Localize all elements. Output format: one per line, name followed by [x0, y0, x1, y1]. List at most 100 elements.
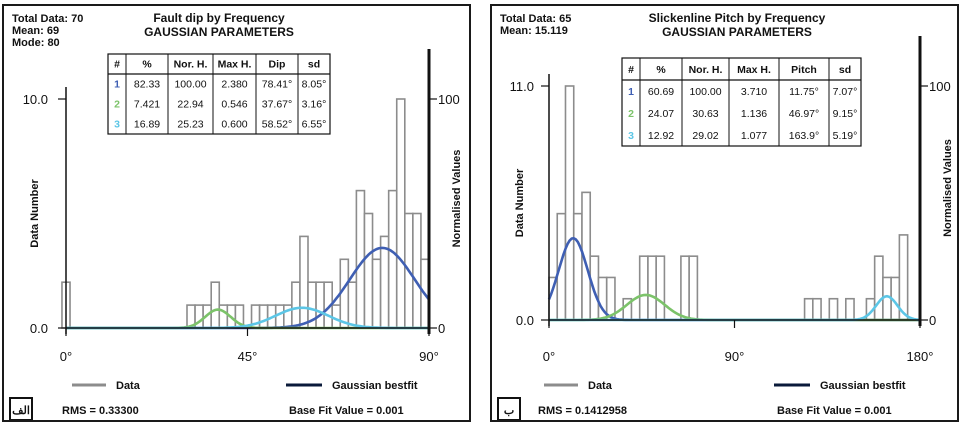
base-fit-text: Base Fit Value = 0.001	[289, 405, 404, 417]
table-header-cell: Nor. H.	[689, 64, 723, 76]
table-cell: 25.23	[177, 119, 203, 131]
y2-tick-label: 0	[438, 321, 445, 336]
table-header-cell: %	[656, 64, 666, 76]
histogram-bar	[844, 297, 855, 321]
x-tick-label: 90°	[419, 349, 439, 364]
table-header-cell: #	[628, 64, 634, 76]
table-cell: 0.600	[221, 119, 247, 131]
x-tick-label: 0°	[60, 349, 72, 364]
table-cell: 3.16°	[302, 99, 327, 111]
panel-label: الف	[12, 405, 30, 417]
table-cell: 46.97°	[789, 108, 819, 120]
table-cell: 24.07	[648, 108, 674, 120]
chart-subtitle: GAUSSIAN PARAMETERS	[662, 25, 812, 39]
table-header-cell: Max H.	[737, 64, 771, 76]
histogram-bar	[218, 304, 229, 329]
table-cell: 8.05°	[302, 79, 327, 91]
histogram-bar	[395, 98, 406, 329]
chart-subtitle: GAUSSIAN PARAMETERS	[144, 25, 294, 39]
base-fit-text: Base Fit Value = 0.001	[777, 405, 892, 417]
histogram-bar	[873, 255, 884, 321]
table-cell: 5.19°	[833, 130, 858, 142]
legend-data-label: Data	[588, 380, 613, 392]
table-cell: 9.15°	[833, 108, 858, 120]
legend-data-label: Data	[116, 380, 141, 392]
table-cell: 1	[114, 79, 120, 91]
histogram-bar	[655, 255, 666, 321]
table-cell: 78.41°	[262, 79, 292, 91]
y2-tick-label: 0	[929, 313, 936, 328]
stats-line: Mean: 15.119	[500, 25, 568, 37]
histogram-bar	[347, 281, 358, 329]
panel-fault-dip: Total Data: 70 Mean: 69 Mode: 80 Fault dip …	[2, 4, 471, 422]
parameters-table	[107, 53, 331, 135]
table-cell: 1.077	[741, 130, 767, 142]
table-cell: 163.9°	[789, 130, 819, 142]
histogram-bar	[828, 297, 839, 321]
table-header-cell: %	[142, 59, 152, 71]
histogram-bar	[688, 255, 699, 321]
histogram-bar	[387, 189, 398, 329]
stats-line: Total Data: 65	[500, 13, 571, 25]
table-cell: 11.75°	[789, 86, 819, 98]
panel-label-box	[9, 397, 33, 420]
histogram-bar	[898, 234, 909, 321]
table-header-cell: Nor. H.	[174, 59, 208, 71]
table-header-cell: sd	[308, 59, 320, 71]
table-cell: 100.00	[689, 86, 721, 98]
chart-title: Fault dip by Frequency	[153, 11, 285, 25]
histogram-bar	[291, 281, 301, 329]
table-cell: 6.55°	[302, 119, 327, 131]
rms-text: RMS = 0.33300	[62, 405, 139, 417]
chart-title: Slickenline Pitch by Frequency	[649, 11, 826, 25]
table-header-cell: Dip	[269, 59, 286, 71]
y2-axis-label: Normalised Values	[942, 139, 954, 237]
y-axis-label: Data Number	[29, 179, 41, 248]
panel-label-box	[497, 397, 521, 420]
histogram-bar	[371, 258, 382, 329]
table-cell: 58.52°	[262, 119, 292, 131]
table-header-cell: Pitch	[791, 64, 817, 76]
table-header-cell: sd	[839, 64, 851, 76]
table-cell: 2.380	[221, 79, 247, 91]
table-cell: 0.546	[221, 99, 247, 111]
x-tick-label: 90°	[725, 349, 745, 364]
table-header-cell: #	[114, 59, 120, 71]
histogram-bar	[647, 255, 657, 321]
histogram-bar	[331, 304, 342, 329]
table-cell: 60.69	[648, 86, 674, 98]
histogram-bar	[258, 304, 269, 329]
table-cell: 7.07°	[833, 86, 858, 98]
table-cell: 2	[114, 99, 120, 111]
table-cell: 7.421	[134, 99, 160, 111]
x-tick-label: 0°	[543, 349, 555, 364]
histogram-bar	[315, 281, 325, 329]
stats-line: Mean: 69	[12, 25, 59, 37]
panel-slickenline-pitch: Total Data: 65 Mean: 15.119 Slickenline Pi…	[490, 4, 959, 422]
table-cell: 37.67°	[262, 99, 292, 111]
x-tick-label: 180°	[907, 349, 934, 364]
y-axis-label: Data Number	[514, 168, 526, 237]
histogram-bar	[812, 297, 822, 321]
stats-line: Mode: 80	[12, 37, 60, 49]
parameters-table	[621, 57, 862, 147]
table-cell: 3.710	[741, 86, 767, 98]
table-cell: 30.63	[692, 108, 718, 120]
table-cell: 2	[628, 108, 634, 120]
histogram-bar	[564, 85, 575, 321]
histogram-bar	[638, 255, 649, 321]
table-cell: 82.33	[134, 79, 160, 91]
legend-fit-label: Gaussian bestfit	[332, 380, 418, 392]
y2-axis-label: Normalised Values	[451, 150, 463, 248]
histogram-bar	[572, 212, 583, 321]
table-cell: 3	[114, 119, 120, 131]
table-cell: 100.00	[174, 79, 206, 91]
table-header-cell: Max H.	[218, 59, 252, 71]
x-tick-label: 45°	[238, 349, 258, 364]
table-cell: 12.92	[648, 130, 674, 142]
legend-fit-label: Gaussian bestfit	[820, 380, 906, 392]
histogram-bar	[299, 235, 309, 329]
rms-text: RMS = 0.1412958	[538, 405, 627, 417]
